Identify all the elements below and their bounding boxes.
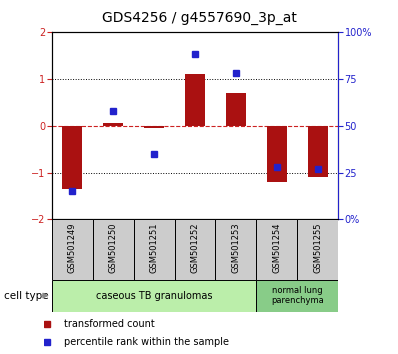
Bar (103, 123, 123, 126)
Text: GDS4256 / g4557690_3p_at: GDS4256 / g4557690_3p_at (101, 11, 297, 25)
Bar (134, 219, 175, 280)
Bar (93, 219, 134, 280)
Bar (144, 126, 164, 128)
Text: GSM501253: GSM501253 (232, 222, 240, 273)
Text: transformed count: transformed count (64, 319, 155, 329)
Bar (185, 74, 205, 126)
Bar (52, 280, 256, 312)
Bar (297, 219, 338, 280)
Text: GSM501249: GSM501249 (68, 222, 77, 273)
Bar (226, 93, 246, 126)
Text: GSM501250: GSM501250 (109, 222, 118, 273)
Text: GSM501255: GSM501255 (313, 222, 322, 273)
Text: GSM501251: GSM501251 (150, 222, 158, 273)
Bar (256, 280, 338, 312)
Text: GSM501254: GSM501254 (272, 222, 281, 273)
Bar (62, 126, 82, 189)
Text: cell type: cell type (4, 291, 49, 301)
Bar (267, 126, 287, 182)
Bar (308, 126, 328, 177)
Bar (175, 219, 215, 280)
Text: caseous TB granulomas: caseous TB granulomas (96, 291, 212, 301)
Text: normal lung
parenchyma: normal lung parenchyma (271, 286, 324, 305)
Text: GSM501252: GSM501252 (191, 222, 199, 273)
Bar (215, 219, 256, 280)
Text: percentile rank within the sample: percentile rank within the sample (64, 337, 229, 347)
Bar (256, 219, 297, 280)
Bar (52, 219, 93, 280)
